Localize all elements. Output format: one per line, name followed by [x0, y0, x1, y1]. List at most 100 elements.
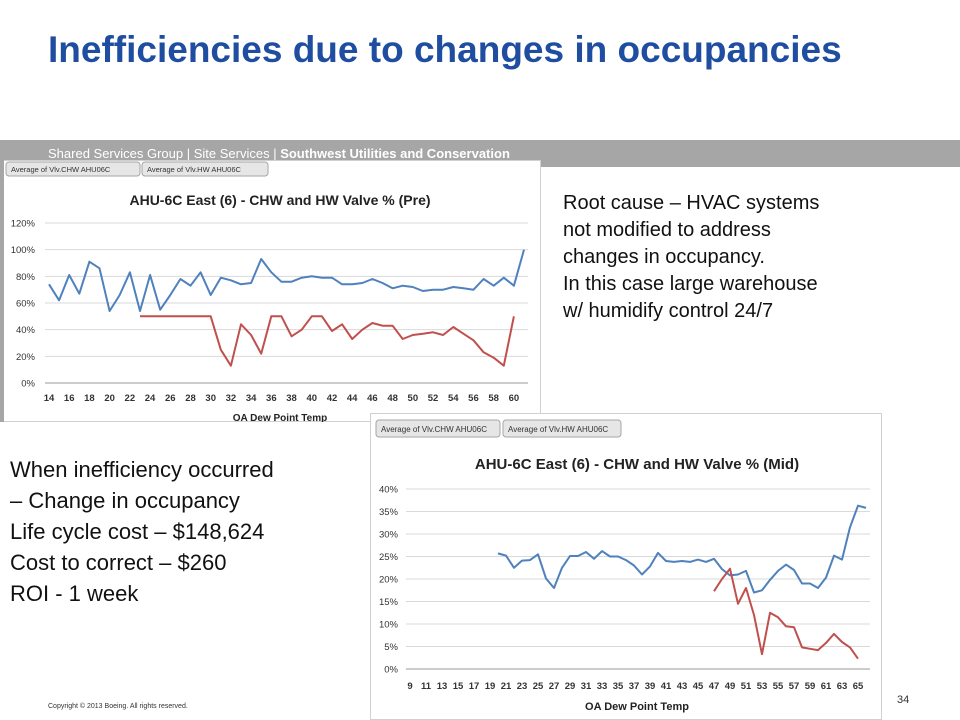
x-tick-label: 57 — [789, 681, 800, 692]
x-tick-label: 19 — [485, 681, 496, 692]
field-button-chw-label: Average of Vlv.CHW AHU06C — [381, 425, 487, 434]
x-tick-label: 60 — [509, 393, 520, 404]
y-tick-label: 20% — [16, 352, 36, 363]
y-tick-label: 100% — [11, 245, 36, 256]
series-line-hw — [140, 315, 515, 367]
x-axis-label: OA Dew Point Temp — [585, 701, 689, 713]
x-tick-label: 42 — [327, 393, 338, 404]
y-tick-label: 0% — [21, 379, 35, 390]
x-tick-label: 33 — [597, 681, 608, 692]
field-button-hw-label: Average of Vlv.HW AHU06C — [508, 425, 608, 434]
x-tick-label: 28 — [185, 393, 196, 404]
root-cause-line: changes in occupancy. — [563, 246, 765, 268]
y-tick-label: 40% — [16, 325, 36, 336]
x-tick-label: 36 — [266, 393, 277, 404]
field-button-hw[interactable] — [141, 161, 269, 177]
x-tick-label: 9 — [407, 681, 412, 692]
y-tick-label: 25% — [379, 552, 399, 563]
x-tick-label: 15 — [453, 681, 464, 692]
y-tick-label: 5% — [384, 642, 398, 653]
summary-line: Cost to correct – $260 — [10, 550, 227, 575]
field-button-chw[interactable] — [5, 161, 141, 177]
field-buttons: Average of Vlv.CHW AHU06C Average of Vlv… — [5, 161, 269, 177]
y-tick-label: 120% — [11, 219, 36, 230]
chart-frame — [0, 160, 541, 422]
y-tick-label: 0% — [384, 665, 398, 676]
y-axis-ticks: 0% 20% 40% 60% 80% 100% 120% — [11, 219, 36, 390]
x-tick-label: 30 — [205, 393, 216, 404]
chart-title: AHU-6C East (6) - CHW and HW Valve % (Mi… — [475, 456, 799, 473]
x-tick-label: 11 — [421, 681, 432, 692]
x-tick-label: 16 — [64, 393, 75, 404]
y-tick-label: 20% — [379, 575, 399, 586]
x-tick-label: 45 — [693, 681, 704, 692]
root-cause-text: Root cause – HVAC systems not modified t… — [563, 190, 943, 325]
y-tick-label: 60% — [16, 299, 36, 310]
banner-org-path: Shared Services Group | Site Services | — [48, 146, 281, 161]
series-lines — [48, 249, 525, 367]
y-tick-label: 40% — [379, 485, 399, 496]
x-tick-label: 37 — [629, 681, 640, 692]
x-tick-label: 26 — [165, 393, 176, 404]
series-lines — [497, 504, 867, 660]
field-button-hw-label: Average of Vlv.HW AHU06C — [147, 165, 242, 174]
chart-mid: Average of Vlv.CHW AHU06C Average of Vlv… — [370, 413, 882, 720]
series-line-chw — [497, 504, 867, 594]
x-tick-label: 43 — [677, 681, 688, 692]
y-tick-label: 30% — [379, 530, 399, 541]
x-tick-label: 50 — [408, 393, 419, 404]
summary-line: – Change in occupancy — [10, 488, 240, 513]
x-axis-ticks: 9 11 13 15 17 19 21 23 25 27 29 31 33 35 37 39 41 43 45 47 4… — [407, 681, 864, 692]
x-tick-label: 41 — [661, 681, 672, 692]
root-cause-line: In this case large warehouse — [563, 273, 818, 295]
x-tick-label: 58 — [488, 393, 499, 404]
x-tick-label: 25 — [533, 681, 544, 692]
x-tick-label: 32 — [226, 393, 237, 404]
root-cause-line: w/ humidify control 24/7 — [563, 300, 774, 322]
x-tick-label: 39 — [645, 681, 656, 692]
x-tick-label: 18 — [84, 393, 95, 404]
field-button-hw[interactable] — [502, 419, 622, 438]
y-tick-label: 10% — [379, 620, 399, 631]
x-tick-label: 20 — [104, 393, 115, 404]
x-tick-label: 55 — [773, 681, 784, 692]
x-tick-label: 61 — [821, 681, 832, 692]
x-tick-label: 24 — [145, 393, 156, 404]
x-tick-label: 14 — [44, 393, 55, 404]
x-tick-label: 40 — [306, 393, 317, 404]
y-tick-label: 80% — [16, 272, 36, 283]
x-axis-ticks: 14 16 18 20 22 24 26 28 30 32 34 36 38 40 42 44 46 48 50 52… — [44, 393, 519, 404]
x-tick-label: 48 — [387, 393, 398, 404]
x-axis-label: OA Dew Point Temp — [233, 413, 327, 422]
gridlines — [45, 222, 528, 384]
chart-pre: Average of Vlv.CHW AHU06C Average of Vlv… — [0, 160, 541, 422]
x-tick-label: 65 — [853, 681, 864, 692]
root-cause-line: Root cause – HVAC systems — [563, 192, 820, 214]
x-tick-label: 38 — [286, 393, 297, 404]
inefficiency-summary: When inefficiency occurred – Change in o… — [10, 454, 370, 609]
series-line-hw — [713, 567, 859, 660]
x-tick-label: 59 — [805, 681, 816, 692]
x-tick-label: 54 — [448, 393, 459, 404]
x-tick-label: 17 — [469, 681, 480, 692]
y-tick-label: 15% — [379, 597, 399, 608]
field-button-chw[interactable] — [375, 419, 501, 438]
chart-left-edge — [0, 160, 4, 422]
field-buttons: Average of Vlv.CHW AHU06C Average of Vlv… — [375, 419, 622, 438]
x-tick-label: 22 — [125, 393, 136, 404]
y-tick-label: 35% — [379, 507, 399, 518]
page-title: Inefficiencies due to changes in occupan… — [48, 29, 842, 70]
x-tick-label: 29 — [565, 681, 576, 692]
x-tick-label: 34 — [246, 393, 257, 404]
x-tick-label: 51 — [741, 681, 752, 692]
x-tick-label: 44 — [347, 393, 358, 404]
field-button-chw-label: Average of Vlv.CHW AHU06C — [11, 165, 111, 174]
gridlines — [406, 488, 870, 670]
x-tick-label: 56 — [468, 393, 479, 404]
x-tick-label: 49 — [725, 681, 736, 692]
x-tick-label: 13 — [437, 681, 448, 692]
x-tick-label: 47 — [709, 681, 720, 692]
x-tick-label: 35 — [613, 681, 624, 692]
x-tick-label: 53 — [757, 681, 768, 692]
chart-title: AHU-6C East (6) - CHW and HW Valve % (Pr… — [129, 192, 430, 208]
